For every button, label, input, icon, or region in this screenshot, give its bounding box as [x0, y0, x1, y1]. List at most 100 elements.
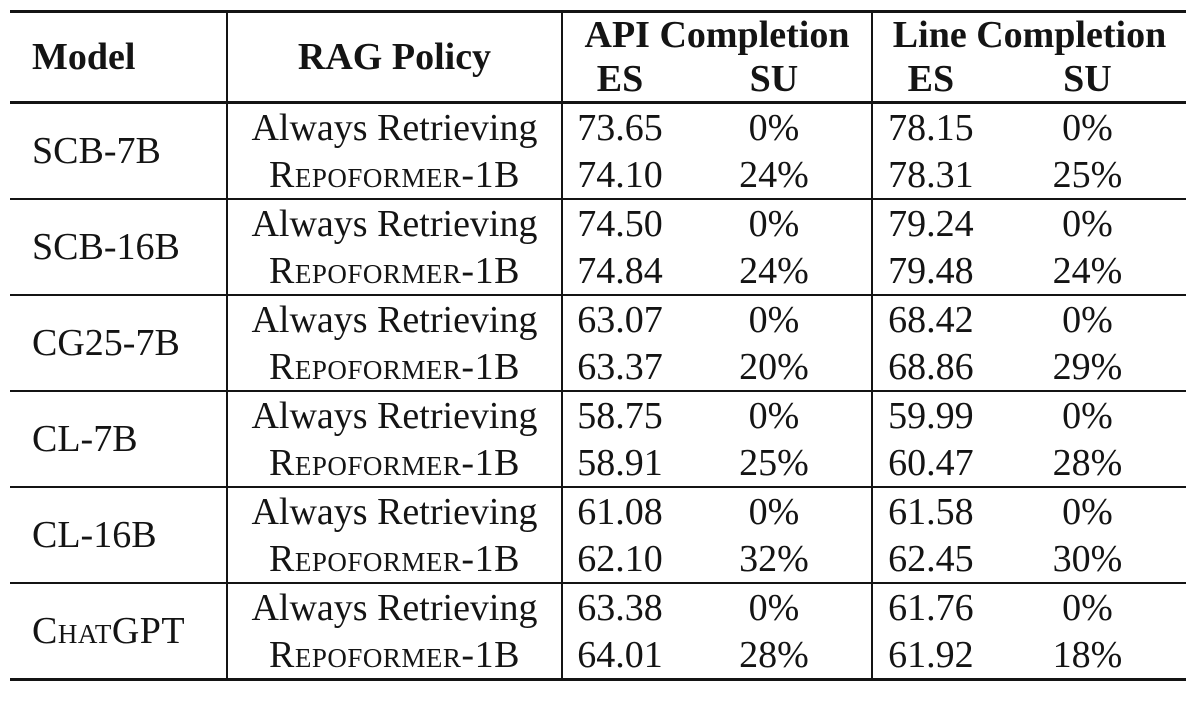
api-completion-cell: 63.07 0%: [561, 296, 871, 343]
api-su-value: 0%: [748, 298, 800, 341]
rag-policy-value: Repoformer-1B: [226, 247, 561, 294]
api-completion-cell: 74.50 0%: [561, 200, 871, 247]
api-su-value: 24%: [739, 249, 809, 292]
rag-policy-value: Always Retrieving: [226, 488, 561, 535]
line-su-value: 29%: [1052, 345, 1123, 388]
line-su-value: 0%: [1062, 298, 1113, 341]
line-es-value: 61.76: [888, 586, 974, 629]
line-es-header: ES: [907, 58, 955, 100]
model-name: ChatGPT: [32, 610, 186, 652]
api-completion-label: API Completion: [584, 14, 850, 56]
line-completion-cell: 60.47 28%: [871, 439, 1186, 486]
model-group-scb-16b: SCB-16B Always Retrieving 74.50 0% 79.24…: [10, 200, 1186, 296]
rag-policy-value: Repoformer-1B: [226, 631, 561, 678]
api-es-value: 74.10: [577, 153, 663, 196]
line-su-value: 0%: [1062, 202, 1113, 245]
api-su-value: 32%: [739, 537, 809, 580]
line-completion-cell: 59.99 0%: [871, 392, 1186, 439]
model-group-chatgpt: ChatGPT Always Retrieving 63.38 0% 61.76…: [10, 584, 1186, 678]
model-name: CL-16B: [32, 514, 157, 556]
line-su-value: 0%: [1062, 586, 1113, 629]
api-completion-cell: 74.10 24%: [561, 151, 871, 198]
line-subheader: ES SU: [873, 57, 1186, 101]
model-name: CG25-7B: [32, 322, 180, 364]
rag-policy-value: Always Retrieving: [226, 584, 561, 631]
rag-policy-value: Repoformer-1B: [226, 343, 561, 390]
api-su-value: 0%: [748, 202, 800, 245]
column-header-model: Model: [32, 36, 136, 78]
line-su-value: 24%: [1052, 249, 1123, 292]
line-es-value: 78.31: [888, 153, 974, 196]
line-completion-cell: 61.58 0%: [871, 488, 1186, 535]
line-su-value: 28%: [1052, 441, 1123, 484]
api-completion-cell: 74.84 24%: [561, 247, 871, 294]
line-su-value: 18%: [1052, 633, 1123, 676]
api-completion-cell: 58.91 25%: [561, 439, 871, 486]
api-completion-cell: 63.37 20%: [561, 343, 871, 390]
line-completion-cell: 79.24 0%: [871, 200, 1186, 247]
api-completion-cell: 61.08 0%: [561, 488, 871, 535]
rag-policy-value: Repoformer-1B: [226, 439, 561, 486]
model-group-cl-7b: CL-7B Always Retrieving 58.75 0% 59.99 0…: [10, 392, 1186, 488]
line-completion-cell: 68.42 0%: [871, 296, 1186, 343]
api-es-value: 74.50: [577, 202, 663, 245]
model-group-scb-7b: SCB-7B Always Retrieving 73.65 0% 78.15 …: [10, 104, 1186, 200]
api-completion-cell: 73.65 0%: [561, 104, 871, 151]
api-es-value: 63.07: [577, 298, 663, 341]
line-es-value: 62.45: [888, 537, 974, 580]
api-su-value: 20%: [739, 345, 809, 388]
api-es-value: 58.75: [577, 394, 663, 437]
rag-policy-value: Always Retrieving: [226, 392, 561, 439]
line-completion-label: Line Completion: [892, 14, 1167, 56]
column-group-line-completion: Line Completion ES SU: [871, 13, 1186, 101]
api-su-value: 24%: [739, 153, 809, 196]
line-es-value: 79.48: [888, 249, 974, 292]
api-es-header: ES: [596, 58, 644, 100]
api-es-value: 74.84: [577, 249, 663, 292]
line-su-value: 0%: [1062, 394, 1113, 437]
line-completion-cell: 79.48 24%: [871, 247, 1186, 294]
line-su-value: 25%: [1052, 153, 1123, 196]
api-es-value: 64.01: [577, 633, 663, 676]
column-header-rag-policy: RAG Policy: [226, 13, 561, 101]
rag-policy-value: Always Retrieving: [226, 296, 561, 343]
model-name: SCB-16B: [32, 226, 180, 268]
api-su-value: 28%: [739, 633, 809, 676]
line-es-value: 59.99: [888, 394, 974, 437]
line-completion-cell: 61.76 0%: [871, 584, 1186, 631]
api-es-value: 58.91: [577, 441, 663, 484]
line-su-value: 0%: [1062, 106, 1113, 149]
line-su-value: 0%: [1062, 490, 1113, 533]
column-group-api-completion: API Completion ES SU: [561, 13, 871, 101]
line-completion-cell: 78.15 0%: [871, 104, 1186, 151]
api-su-value: 0%: [748, 394, 800, 437]
line-completion-cell: 61.92 18%: [871, 631, 1186, 678]
model-group-cl-16b: CL-16B Always Retrieving 61.08 0% 61.58 …: [10, 488, 1186, 584]
line-completion-cell: 62.45 30%: [871, 535, 1186, 582]
api-su-value: 0%: [748, 586, 800, 629]
api-su-value: 25%: [739, 441, 809, 484]
line-es-value: 78.15: [888, 106, 974, 149]
line-es-value: 79.24: [888, 202, 974, 245]
model-name: CL-7B: [32, 418, 138, 460]
line-es-value: 61.92: [888, 633, 974, 676]
api-completion-cell: 64.01 28%: [561, 631, 871, 678]
line-su-header: SU: [1063, 58, 1112, 100]
line-es-value: 60.47: [888, 441, 974, 484]
rag-policy-value: Always Retrieving: [226, 104, 561, 151]
line-su-value: 30%: [1052, 537, 1123, 580]
line-es-value: 68.42: [888, 298, 974, 341]
api-completion-cell: 62.10 32%: [561, 535, 871, 582]
api-es-value: 73.65: [577, 106, 663, 149]
api-completion-cell: 58.75 0%: [561, 392, 871, 439]
api-completion-cell: 63.38 0%: [561, 584, 871, 631]
rag-policy-value: Always Retrieving: [226, 200, 561, 247]
results-table: Model RAG Policy API Completion ES SU Li…: [10, 10, 1186, 681]
api-su-value: 0%: [748, 106, 800, 149]
api-es-value: 61.08: [577, 490, 663, 533]
api-es-value: 63.37: [577, 345, 663, 388]
api-su-header: SU: [749, 58, 799, 100]
table-header: Model RAG Policy API Completion ES SU Li…: [10, 13, 1186, 104]
line-es-value: 61.58: [888, 490, 974, 533]
line-completion-cell: 78.31 25%: [871, 151, 1186, 198]
